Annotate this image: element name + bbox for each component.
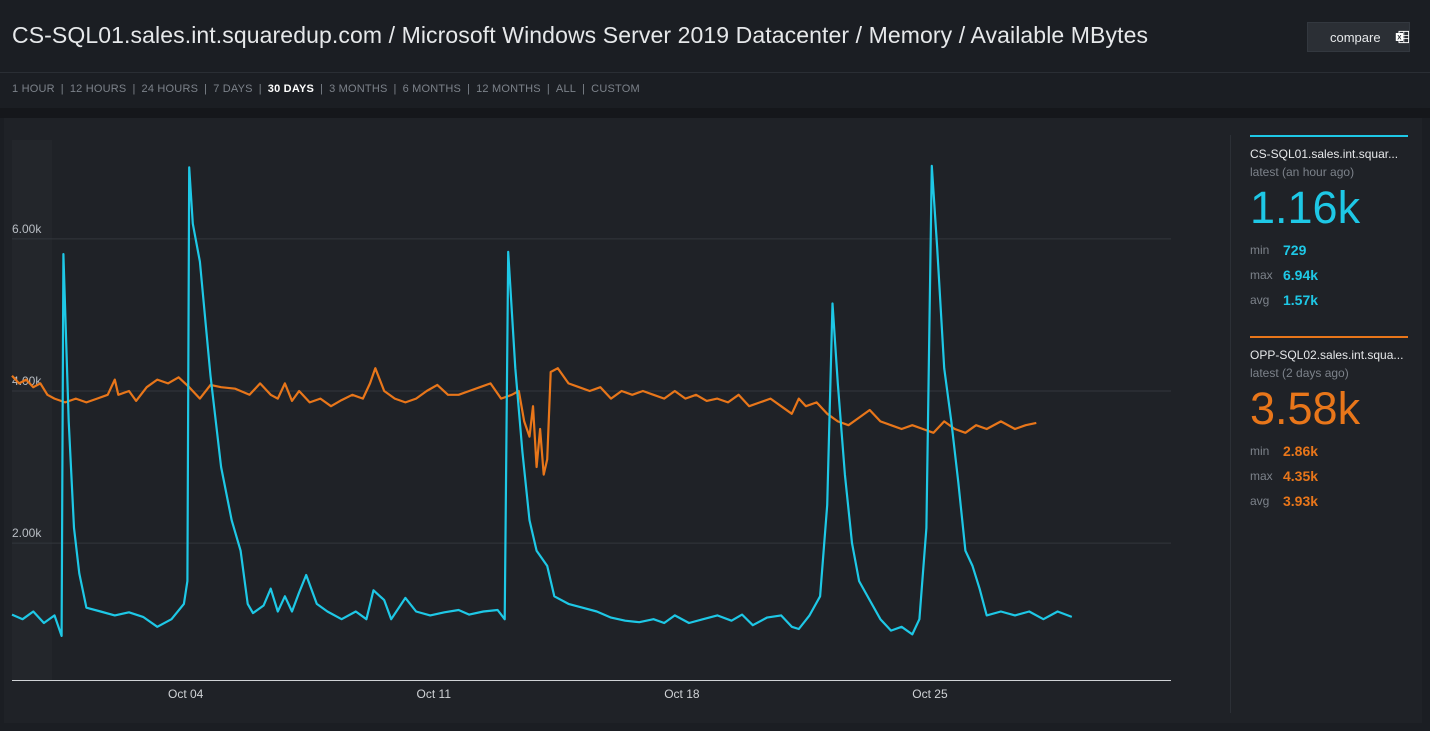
series2-latest-label: latest (2 days ago) <box>1250 366 1349 380</box>
range-7-days[interactable]: 7 DAYS <box>213 83 253 95</box>
toolbar-divider <box>0 108 1430 118</box>
stat-label: min <box>1250 242 1270 257</box>
series-line-1 <box>11 164 1073 637</box>
range-separator: | <box>60 83 64 95</box>
range-12-hours[interactable]: 12 HOURS <box>69 83 127 95</box>
legend-card-series1[interactable]: CS-SQL01.sales.int.squar... latest (an h… <box>1250 135 1408 308</box>
series2-stat-min: min 2.86k <box>1250 442 1408 459</box>
stat-label: max <box>1250 267 1273 282</box>
svg-text:X: X <box>1397 34 1402 41</box>
stat-value: 1.57k <box>1283 291 1319 308</box>
stat-value: 6.94k <box>1283 266 1319 283</box>
range-separator: | <box>204 83 208 95</box>
compare-label: compare <box>1330 29 1381 45</box>
excel-icon: X <box>1395 30 1409 44</box>
stat-label: avg <box>1250 292 1270 307</box>
chart-panel <box>4 118 1422 723</box>
range-3-months[interactable]: 3 MONTHS <box>329 83 388 95</box>
x-tick-label: Oct 25 <box>912 687 948 701</box>
range-all[interactable]: ALL <box>555 83 577 95</box>
legend-divider <box>1230 135 1231 713</box>
stat-value: 729 <box>1283 241 1307 258</box>
range-separator: | <box>393 83 397 95</box>
stat-value: 2.86k <box>1283 442 1319 459</box>
range-separator: | <box>582 83 586 95</box>
series2-stat-avg: avg 3.93k <box>1250 492 1408 509</box>
range-6-months[interactable]: 6 MONTHS <box>402 83 462 95</box>
series2-stat-max: max 4.35k <box>1250 467 1408 484</box>
page-title: CS-SQL01.sales.int.squaredup.com / Micro… <box>12 22 1149 48</box>
series1-stat-avg: avg 1.57k <box>1250 291 1408 308</box>
series-line-2 <box>11 367 1037 476</box>
x-tick-label: Oct 11 <box>417 687 452 701</box>
series2-color-bar <box>1250 336 1408 338</box>
x-tick-label: Oct 04 <box>168 687 204 701</box>
stat-label: avg <box>1250 493 1270 508</box>
x-tick-label: Oct 18 <box>664 687 700 701</box>
series1-name: CS-SQL01.sales.int.squar... <box>1250 147 1399 161</box>
range-12-months[interactable]: 12 MONTHS <box>476 83 541 95</box>
legend-card-series2[interactable]: OPP-SQL02.sales.int.squa... latest (2 da… <box>1250 336 1408 509</box>
compare-button[interactable]: compare X <box>1307 22 1410 52</box>
range-separator: | <box>320 83 324 95</box>
y-tick-label: 6.00k <box>12 222 42 236</box>
series1-latest-label: latest (an hour ago) <box>1250 165 1355 179</box>
range-separator: | <box>132 83 136 95</box>
range-separator: | <box>546 83 550 95</box>
y-tick-label: 2.00k <box>12 526 42 540</box>
stat-value: 4.35k <box>1283 467 1319 484</box>
stat-label: min <box>1250 443 1270 458</box>
range-1-hour[interactable]: 1 HOUR <box>12 83 55 95</box>
stat-label: max <box>1250 468 1273 483</box>
range-custom[interactable]: CUSTOM <box>591 83 640 95</box>
series1-stat-min: min 729 <box>1250 241 1408 258</box>
range-separator: | <box>258 83 262 95</box>
series1-latest-value: 1.16k <box>1250 182 1361 233</box>
series1-stat-max: max 6.94k <box>1250 266 1408 283</box>
range-24-hours[interactable]: 24 HOURS <box>141 83 199 95</box>
plot-left-band <box>12 140 52 680</box>
series2-latest-value: 3.58k <box>1250 383 1361 434</box>
series2-name: OPP-SQL02.sales.int.squa... <box>1250 348 1404 362</box>
time-range-selector: 1 HOUR | 12 HOURS | 24 HOURS | 7 DAYS | 30 DAYS |… <box>12 83 640 95</box>
stat-value: 3.93k <box>1283 492 1319 509</box>
page-header: CS-SQL01.sales.int.squaredup.com / Micro… <box>0 0 1430 73</box>
range-separator: | <box>467 83 471 95</box>
range-30-days[interactable]: 30 DAYS <box>267 83 315 95</box>
series1-color-bar <box>1250 135 1408 137</box>
